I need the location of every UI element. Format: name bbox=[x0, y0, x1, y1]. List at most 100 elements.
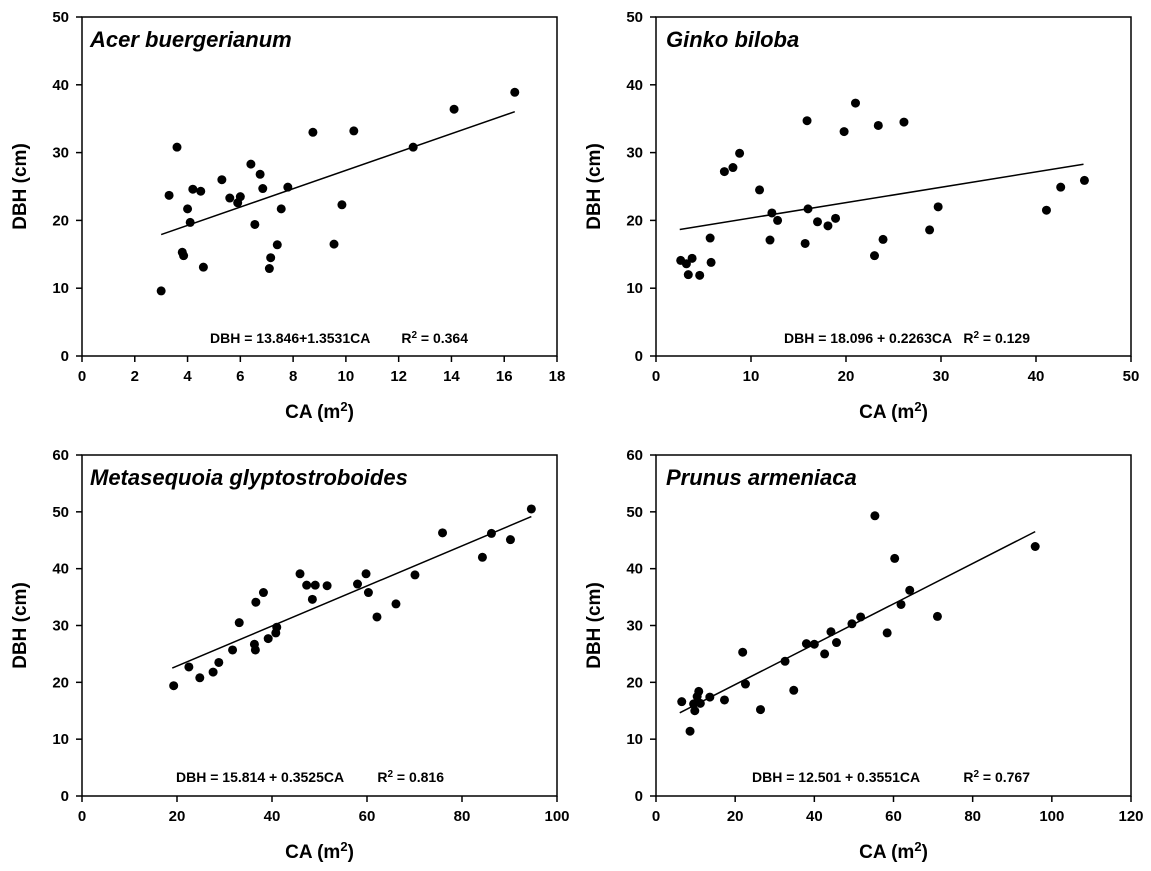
y-tick-label: 50 bbox=[52, 9, 69, 26]
data-point bbox=[831, 213, 841, 223]
r-squared: R2 = 0.816 bbox=[377, 769, 444, 786]
y-tick-label: 0 bbox=[61, 348, 69, 365]
y-tick-label: 30 bbox=[52, 618, 69, 635]
y-tick-label: 60 bbox=[626, 447, 643, 464]
data-point bbox=[258, 588, 268, 598]
y-tick-label: 10 bbox=[626, 280, 643, 297]
data-point bbox=[905, 585, 915, 595]
data-point bbox=[410, 570, 420, 580]
data-point bbox=[349, 126, 359, 136]
x-tick-label: 0 bbox=[78, 368, 86, 385]
species-title: Metasequoia glyptostroboides bbox=[90, 465, 408, 490]
y-axis-title: DBH (cm) bbox=[10, 582, 31, 669]
y-tick-label: 50 bbox=[626, 504, 643, 521]
x-tick-label: 40 bbox=[806, 808, 823, 825]
y-tick-label: 40 bbox=[52, 561, 69, 578]
data-point bbox=[337, 200, 347, 210]
regression-equation: DBH = 18.096 + 0.2263CA bbox=[784, 330, 952, 346]
data-point bbox=[728, 163, 738, 173]
data-point bbox=[689, 699, 699, 709]
y-axis-title: DBH (cm) bbox=[584, 143, 605, 230]
x-axis-title-text: CA (m bbox=[859, 402, 914, 423]
data-point bbox=[184, 662, 194, 672]
x-tick-label: 0 bbox=[652, 808, 660, 825]
y-tick-label: 0 bbox=[635, 788, 643, 805]
x-tick-label: 40 bbox=[264, 808, 281, 825]
data-point bbox=[198, 262, 208, 272]
x-tick-label: 60 bbox=[885, 808, 902, 825]
data-point bbox=[932, 611, 942, 621]
y-tick-label: 30 bbox=[626, 145, 643, 162]
regression-equation: DBH = 13.846+1.3531CA bbox=[210, 330, 370, 346]
data-point bbox=[307, 594, 317, 604]
data-point bbox=[690, 706, 700, 716]
regression-line bbox=[160, 110, 516, 236]
data-point bbox=[823, 221, 833, 231]
x-tick-label: 20 bbox=[727, 808, 744, 825]
y-tick-label: 10 bbox=[52, 280, 69, 297]
y-tick-label: 20 bbox=[52, 674, 69, 691]
x-tick-label: 2 bbox=[131, 368, 139, 385]
data-point bbox=[856, 612, 866, 622]
x-tick-label: 80 bbox=[964, 808, 981, 825]
data-point bbox=[477, 552, 487, 562]
y-tick-label: 50 bbox=[52, 504, 69, 521]
data-point bbox=[255, 169, 265, 179]
data-point bbox=[780, 656, 790, 666]
data-point bbox=[719, 167, 729, 177]
r-squared-superscript: 2 bbox=[387, 769, 393, 780]
data-point bbox=[681, 259, 691, 269]
data-point bbox=[251, 597, 261, 607]
regression-line bbox=[679, 163, 1084, 231]
data-point bbox=[839, 127, 849, 137]
data-point bbox=[826, 627, 836, 637]
data-point bbox=[363, 588, 373, 598]
data-point bbox=[408, 142, 418, 152]
data-point bbox=[195, 673, 205, 683]
data-point bbox=[172, 142, 182, 152]
data-point bbox=[372, 612, 382, 622]
data-point bbox=[169, 681, 179, 691]
data-point bbox=[266, 253, 276, 263]
x-tick-label: 14 bbox=[443, 368, 460, 385]
x-axis-title-text: CA (m bbox=[285, 842, 340, 863]
data-point bbox=[272, 622, 282, 632]
x-tick-label: 8 bbox=[289, 368, 297, 385]
data-point bbox=[308, 127, 318, 137]
x-axis-title-superscript: 2 bbox=[914, 839, 921, 854]
data-point bbox=[1041, 205, 1051, 215]
data-point bbox=[870, 511, 880, 521]
data-point bbox=[870, 251, 879, 261]
data-point bbox=[1030, 542, 1040, 552]
data-point bbox=[156, 286, 166, 296]
data-point bbox=[847, 619, 857, 629]
y-tick-label: 10 bbox=[52, 731, 69, 748]
r-squared: R2 = 0.767 bbox=[963, 769, 1030, 786]
r-squared-label: R bbox=[963, 769, 973, 785]
data-point bbox=[933, 202, 943, 212]
data-point bbox=[735, 148, 745, 158]
data-point bbox=[756, 705, 765, 715]
x-axis-title-superscript: 2 bbox=[914, 399, 921, 414]
y-tick-label: 50 bbox=[626, 9, 643, 26]
y-tick-label: 30 bbox=[52, 145, 69, 162]
data-point bbox=[258, 184, 268, 194]
x-axis-title-superscript: 2 bbox=[340, 839, 347, 854]
x-axis-title-close: ) bbox=[922, 402, 928, 423]
plot-frame bbox=[655, 16, 1132, 357]
data-point bbox=[217, 175, 227, 185]
x-tick-label: 10 bbox=[338, 368, 355, 385]
x-axis-title: CA (m2) bbox=[859, 399, 928, 424]
r-squared-superscript: 2 bbox=[973, 769, 979, 780]
data-point bbox=[694, 686, 704, 696]
y-tick-label: 0 bbox=[635, 348, 643, 365]
data-point bbox=[925, 225, 935, 235]
data-point bbox=[765, 235, 775, 245]
x-axis-title-text: CA (m bbox=[285, 402, 340, 423]
data-point bbox=[873, 120, 883, 130]
data-point bbox=[179, 251, 189, 261]
